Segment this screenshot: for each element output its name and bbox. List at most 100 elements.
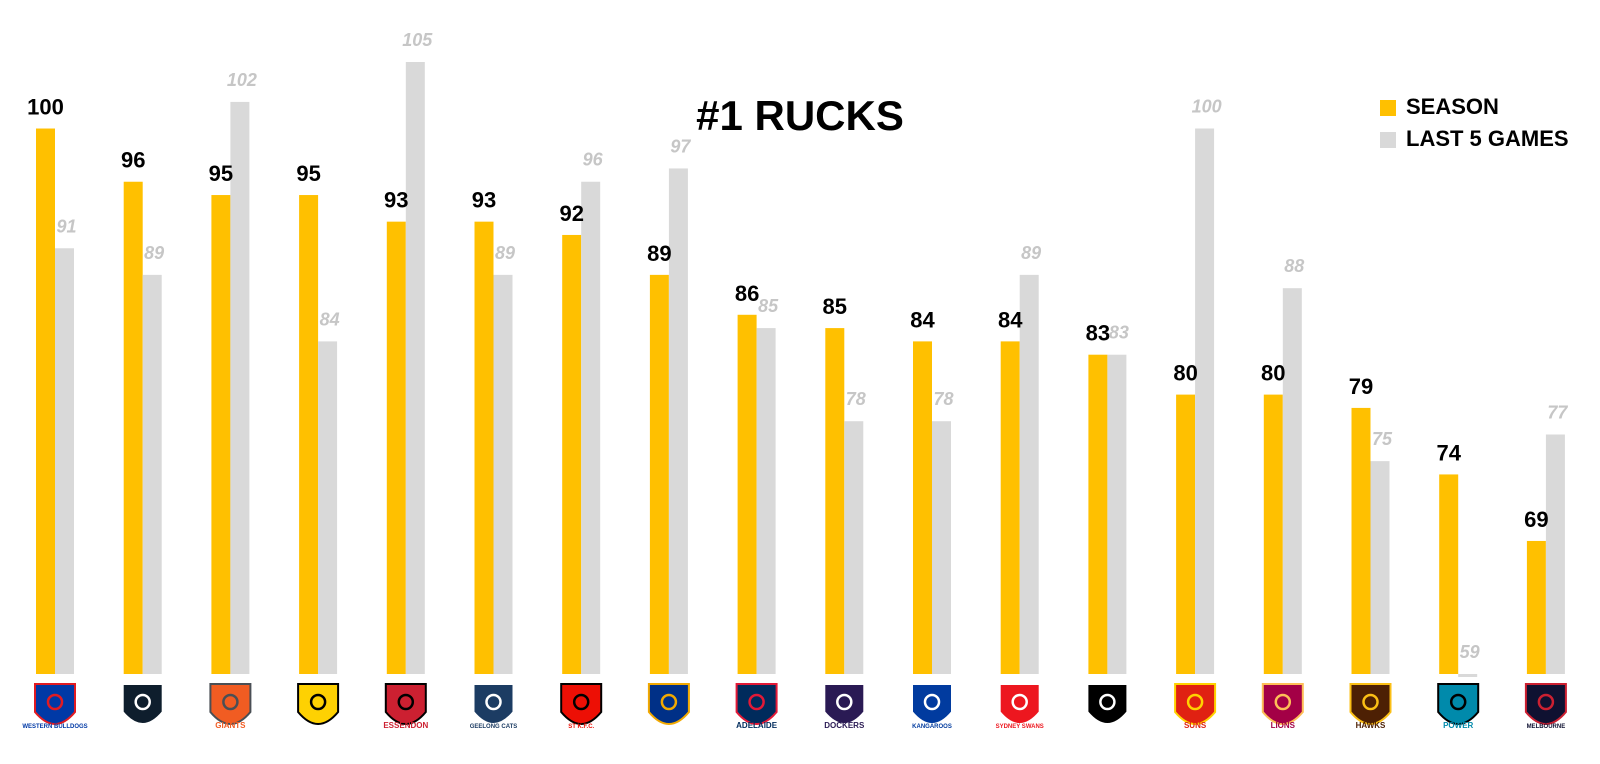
bar-last5-gold-coast-suns — [1195, 128, 1215, 675]
bar-last5-geelong-cats — [493, 274, 513, 674]
label-season-port-adelaide-power: 74 — [1436, 440, 1461, 465]
label-season-western-bulldogs: 100 — [27, 95, 64, 120]
bar-season-collingwood — [1088, 354, 1108, 674]
collingwood-magpie-logo-icon — [1086, 683, 1129, 725]
west-coast-eagles-logo-icon — [647, 683, 690, 725]
label-season-north-melbourne-kangaroos: 84 — [910, 307, 935, 332]
bar-last5-carlton — [142, 274, 162, 674]
label-season-west-coast-eagles: 89 — [647, 241, 671, 266]
bar-last5-brisbane-lions — [1282, 288, 1302, 674]
legend: SEASON LAST 5 GAMES — [1380, 94, 1569, 151]
legend-swatch-last5 — [1380, 132, 1396, 148]
bar-last5-gws-giants — [230, 101, 250, 675]
label-last5-melbourne: 77 — [1547, 403, 1568, 423]
svg-text:SUNS: SUNS — [1184, 721, 1207, 730]
svg-text:LIONS: LIONS — [1271, 721, 1296, 730]
sydney-swans-logo-icon: SYDNEY SWANS — [996, 683, 1044, 730]
bar-season-brisbane-lions — [1263, 394, 1283, 674]
label-last5-gold-coast-suns: 100 — [1192, 97, 1222, 117]
label-season-gws-giants: 95 — [209, 161, 233, 186]
label-last5-sydney-swans: 89 — [1021, 243, 1041, 263]
svg-text:ESSENDON: ESSENDON — [383, 721, 428, 730]
label-last5-north-melbourne-kangaroos: 78 — [933, 389, 953, 409]
bar-last5-port-adelaide-power — [1458, 674, 1478, 677]
richmond-tiger-logo-icon — [297, 683, 340, 725]
hawthorn-hawks-logo-icon: HAWKS — [1349, 683, 1392, 730]
bar-last5-western-bulldogs — [55, 248, 74, 674]
bar-season-hawthorn-hawks — [1351, 407, 1371, 674]
bar-last5-adelaide-crows — [756, 328, 776, 674]
bar-season-west-coast-eagles — [649, 274, 669, 674]
label-season-carlton: 96 — [121, 148, 145, 173]
bar-last5-fremantle-dockers — [844, 421, 864, 674]
label-season-collingwood: 83 — [1086, 321, 1110, 346]
label-season-adelaide-crows: 86 — [735, 281, 759, 306]
svg-text:DOCKERS: DOCKERS — [824, 721, 865, 730]
label-season-melbourne: 69 — [1524, 507, 1548, 532]
label-last5-port-adelaide-power: 59 — [1460, 642, 1480, 662]
bar-last5-melbourne — [1545, 434, 1565, 674]
fremantle-dockers-logo-icon: DOCKERS — [823, 683, 866, 730]
gws-giants-logo-icon: GIANTS — [209, 683, 252, 730]
label-last5-brisbane-lions: 88 — [1284, 256, 1304, 276]
label-season-richmond: 95 — [296, 161, 320, 186]
label-last5-richmond: 84 — [320, 309, 340, 329]
legend-label-season: SEASON — [1406, 94, 1499, 119]
chart-title: #1 RUCKS — [696, 92, 904, 139]
bar-season-adelaide-crows — [737, 314, 757, 674]
label-season-essendon: 93 — [384, 188, 408, 213]
gold-coast-suns-logo-icon: SUNS — [1174, 683, 1217, 730]
bar-season-fremantle-dockers — [825, 328, 845, 674]
svg-text:POWER: POWER — [1443, 721, 1473, 730]
port-adelaide-power-logo-icon: POWER — [1437, 683, 1480, 730]
bar-season-st-kilda — [562, 234, 582, 674]
svg-text:GIANTS: GIANTS — [215, 721, 246, 730]
svg-text:MELBOURNE: MELBOURNE — [1527, 724, 1566, 730]
label-season-hawthorn-hawks: 79 — [1349, 374, 1373, 399]
label-last5-west-coast-eagles: 97 — [670, 136, 691, 156]
svg-text:GEELONG CATS: GEELONG CATS — [470, 724, 518, 730]
svg-text:ST K.F.C.: ST K.F.C. — [568, 724, 594, 730]
svg-text:KANGAROOS: KANGAROOS — [912, 724, 952, 730]
svg-text:SYDNEY SWANS: SYDNEY SWANS — [996, 724, 1044, 730]
team-logos-layer: WESTERN BULLDOGS GIANTS ESSENDON GEELONG CA… — [22, 683, 1567, 730]
kangaroos-logo-icon: KANGAROOS — [911, 683, 953, 730]
legend-swatch-season — [1380, 100, 1396, 116]
svg-text:HAWKS: HAWKS — [1356, 721, 1386, 730]
bar-last5-west-coast-eagles — [668, 168, 688, 674]
label-season-st-kilda: 92 — [559, 201, 583, 226]
bar-season-gold-coast-suns — [1176, 394, 1196, 674]
label-last5-carlton: 89 — [144, 243, 164, 263]
st-kilda-logo-icon: ST K.F.C. — [560, 683, 603, 730]
western-bulldogs-logo-icon: WESTERN BULLDOGS — [22, 683, 88, 730]
label-season-sydney-swans: 84 — [998, 307, 1023, 332]
bar-season-carlton — [123, 181, 143, 674]
carlton-logo-icon — [121, 683, 164, 725]
bar-last5-sydney-swans — [1019, 274, 1039, 674]
label-season-geelong-cats: 93 — [472, 188, 496, 213]
label-last5-geelong-cats: 89 — [495, 243, 515, 263]
bar-last5-collingwood — [1107, 354, 1127, 674]
bar-season-port-adelaide-power — [1439, 474, 1459, 674]
label-last5-gws-giants: 102 — [227, 70, 257, 90]
label-last5-essendon: 105 — [402, 30, 433, 50]
melbourne-logo-icon: MELBOURNE — [1524, 683, 1567, 730]
label-last5-fremantle-dockers: 78 — [846, 389, 866, 409]
label-last5-adelaide-crows: 85 — [758, 296, 779, 316]
bar-season-gws-giants — [211, 195, 231, 675]
bar-last5-essendon — [405, 62, 425, 674]
essendon-logo-icon: ESSENDON — [383, 683, 428, 730]
label-season-gold-coast-suns: 80 — [1173, 361, 1197, 386]
svg-text:WESTERN BULLDOGS: WESTERN BULLDOGS — [22, 724, 87, 730]
bar-last5-north-melbourne-kangaroos — [932, 421, 951, 674]
bar-last5-richmond — [318, 341, 338, 674]
label-last5-collingwood: 83 — [1109, 323, 1129, 343]
bar-season-essendon — [386, 221, 406, 675]
label-last5-western-bulldogs: 91 — [56, 216, 76, 236]
brisbane-lions-logo-icon: LIONS — [1261, 683, 1304, 730]
label-season-brisbane-lions: 80 — [1261, 361, 1285, 386]
label-last5-st-kilda: 96 — [583, 150, 604, 170]
bar-season-western-bulldogs — [36, 128, 55, 675]
